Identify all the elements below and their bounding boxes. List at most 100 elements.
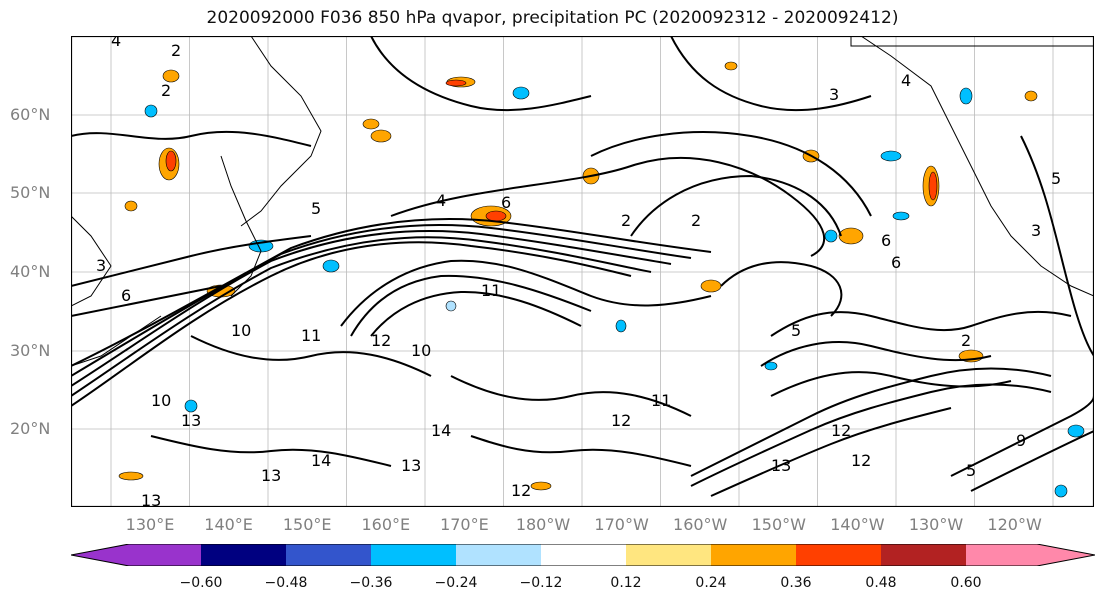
colorbar-tick-label: 0.60 bbox=[950, 575, 982, 591]
colorbar-segment bbox=[371, 544, 456, 566]
contour-label: 10 bbox=[411, 341, 431, 360]
contour-label: 2 bbox=[691, 211, 701, 230]
contour-label: 5 bbox=[966, 461, 976, 480]
contour-label: 6 bbox=[881, 231, 891, 250]
contour-line bbox=[71, 218, 712, 367]
contour-label: 11 bbox=[301, 326, 321, 345]
colorbar-tick-label: 0.48 bbox=[865, 575, 897, 591]
contour-label: 5 bbox=[1051, 169, 1061, 188]
graticule bbox=[71, 36, 1094, 507]
anomaly-patch bbox=[118, 471, 144, 481]
contour-label: 13 bbox=[181, 411, 201, 430]
colorbar-segment bbox=[711, 544, 796, 566]
colorbar-tick-label: −0.12 bbox=[519, 575, 563, 591]
contour-line bbox=[1020, 135, 1094, 357]
contour-line bbox=[470, 435, 692, 467]
contour-line bbox=[150, 435, 392, 467]
longitude-label: 130°W bbox=[908, 515, 964, 534]
map-frame bbox=[71, 36, 1094, 507]
anomaly-patch bbox=[928, 171, 938, 201]
contour-label: 6 bbox=[121, 286, 131, 305]
contour-line bbox=[350, 274, 592, 337]
contour-line bbox=[770, 310, 1072, 337]
contour-line bbox=[950, 395, 1094, 477]
contour-line bbox=[71, 236, 652, 397]
contour-line bbox=[390, 156, 826, 257]
contour-label: 12 bbox=[371, 331, 391, 350]
colorbar-segment bbox=[71, 544, 201, 566]
anomaly-patch bbox=[615, 319, 627, 333]
contour-label: 12 bbox=[511, 481, 531, 500]
contour-label: 11 bbox=[651, 391, 671, 410]
anomaly-patch bbox=[824, 229, 838, 243]
contour-label: 11 bbox=[481, 281, 501, 300]
latitude-label: 40°N bbox=[10, 262, 51, 281]
contour-line bbox=[690, 367, 1052, 477]
contour-label: 5 bbox=[791, 321, 801, 340]
contour-label: 14 bbox=[311, 451, 331, 470]
anomaly-patch bbox=[892, 211, 910, 221]
contour-label: 12 bbox=[611, 411, 631, 430]
anomaly-patch bbox=[1024, 90, 1038, 102]
contour-label: 14 bbox=[431, 421, 451, 440]
colorbar-segment bbox=[286, 544, 371, 566]
contour-line bbox=[340, 259, 712, 327]
anomaly-patch bbox=[144, 104, 158, 118]
anomaly-patch bbox=[1067, 424, 1085, 438]
contour-label: 3 bbox=[96, 256, 106, 275]
contour-label: 12 bbox=[831, 421, 851, 440]
colorbar-tick-label: −0.24 bbox=[434, 575, 478, 591]
contour-line bbox=[71, 285, 222, 317]
colorbar-segment bbox=[456, 544, 541, 566]
longitude-label: 160°E bbox=[361, 515, 411, 534]
contour-line bbox=[710, 407, 952, 497]
latitude-label: 30°N bbox=[10, 341, 51, 360]
anomaly-patch bbox=[880, 150, 902, 162]
contour-line bbox=[720, 261, 843, 317]
colorbar bbox=[71, 544, 1095, 566]
anomaly-patch bbox=[370, 129, 392, 143]
colorbar-segment bbox=[966, 544, 1095, 566]
colorbar-segment bbox=[201, 544, 286, 566]
qvapor-contours bbox=[71, 36, 1094, 497]
anomaly-patch bbox=[162, 69, 180, 83]
anomaly-patch bbox=[322, 259, 340, 273]
anomaly-patch bbox=[124, 200, 138, 212]
longitude-label: 170°W bbox=[594, 515, 649, 534]
colorbar-tick-label: 0.24 bbox=[695, 575, 727, 591]
latitude-label: 60°N bbox=[10, 105, 51, 124]
contour-label: 2 bbox=[961, 331, 971, 350]
colorbar-tick-label: −0.48 bbox=[264, 575, 308, 591]
contour-line bbox=[630, 174, 842, 237]
coastline bbox=[71, 315, 162, 367]
contour-line bbox=[770, 371, 1012, 397]
contour-label: 3 bbox=[829, 85, 839, 104]
anomaly-patch bbox=[362, 118, 380, 130]
anomaly-patch bbox=[512, 86, 530, 100]
coastlines bbox=[71, 36, 1094, 367]
anomaly-patch bbox=[184, 399, 198, 413]
latitude-label: 50°N bbox=[10, 183, 51, 202]
longitude-label: 140°E bbox=[204, 515, 253, 534]
contour-line bbox=[71, 130, 312, 147]
contour-line bbox=[71, 230, 672, 387]
contour-label: 9 bbox=[1016, 431, 1026, 450]
longitude-label: 150°W bbox=[751, 515, 806, 534]
contour-line bbox=[970, 430, 1094, 492]
contour-label: 13 bbox=[141, 491, 161, 507]
contour-line bbox=[760, 341, 992, 367]
contour-label: 2 bbox=[161, 81, 171, 100]
longitude-label: 180°W bbox=[515, 515, 571, 534]
anomaly-patch bbox=[764, 361, 778, 371]
contour-label: 12 bbox=[851, 451, 871, 470]
contour-label: 4 bbox=[436, 191, 446, 210]
anomaly-patch bbox=[485, 210, 507, 222]
colorbar-tick-label: −0.36 bbox=[349, 575, 393, 591]
colorbar-tick-label: −0.60 bbox=[179, 575, 223, 591]
contour-label: 2 bbox=[171, 41, 181, 60]
contour-label: 6 bbox=[891, 253, 901, 272]
contour-label: 10 bbox=[151, 391, 171, 410]
longitude-label: 130°E bbox=[125, 515, 175, 534]
contour-label: 13 bbox=[261, 466, 281, 485]
